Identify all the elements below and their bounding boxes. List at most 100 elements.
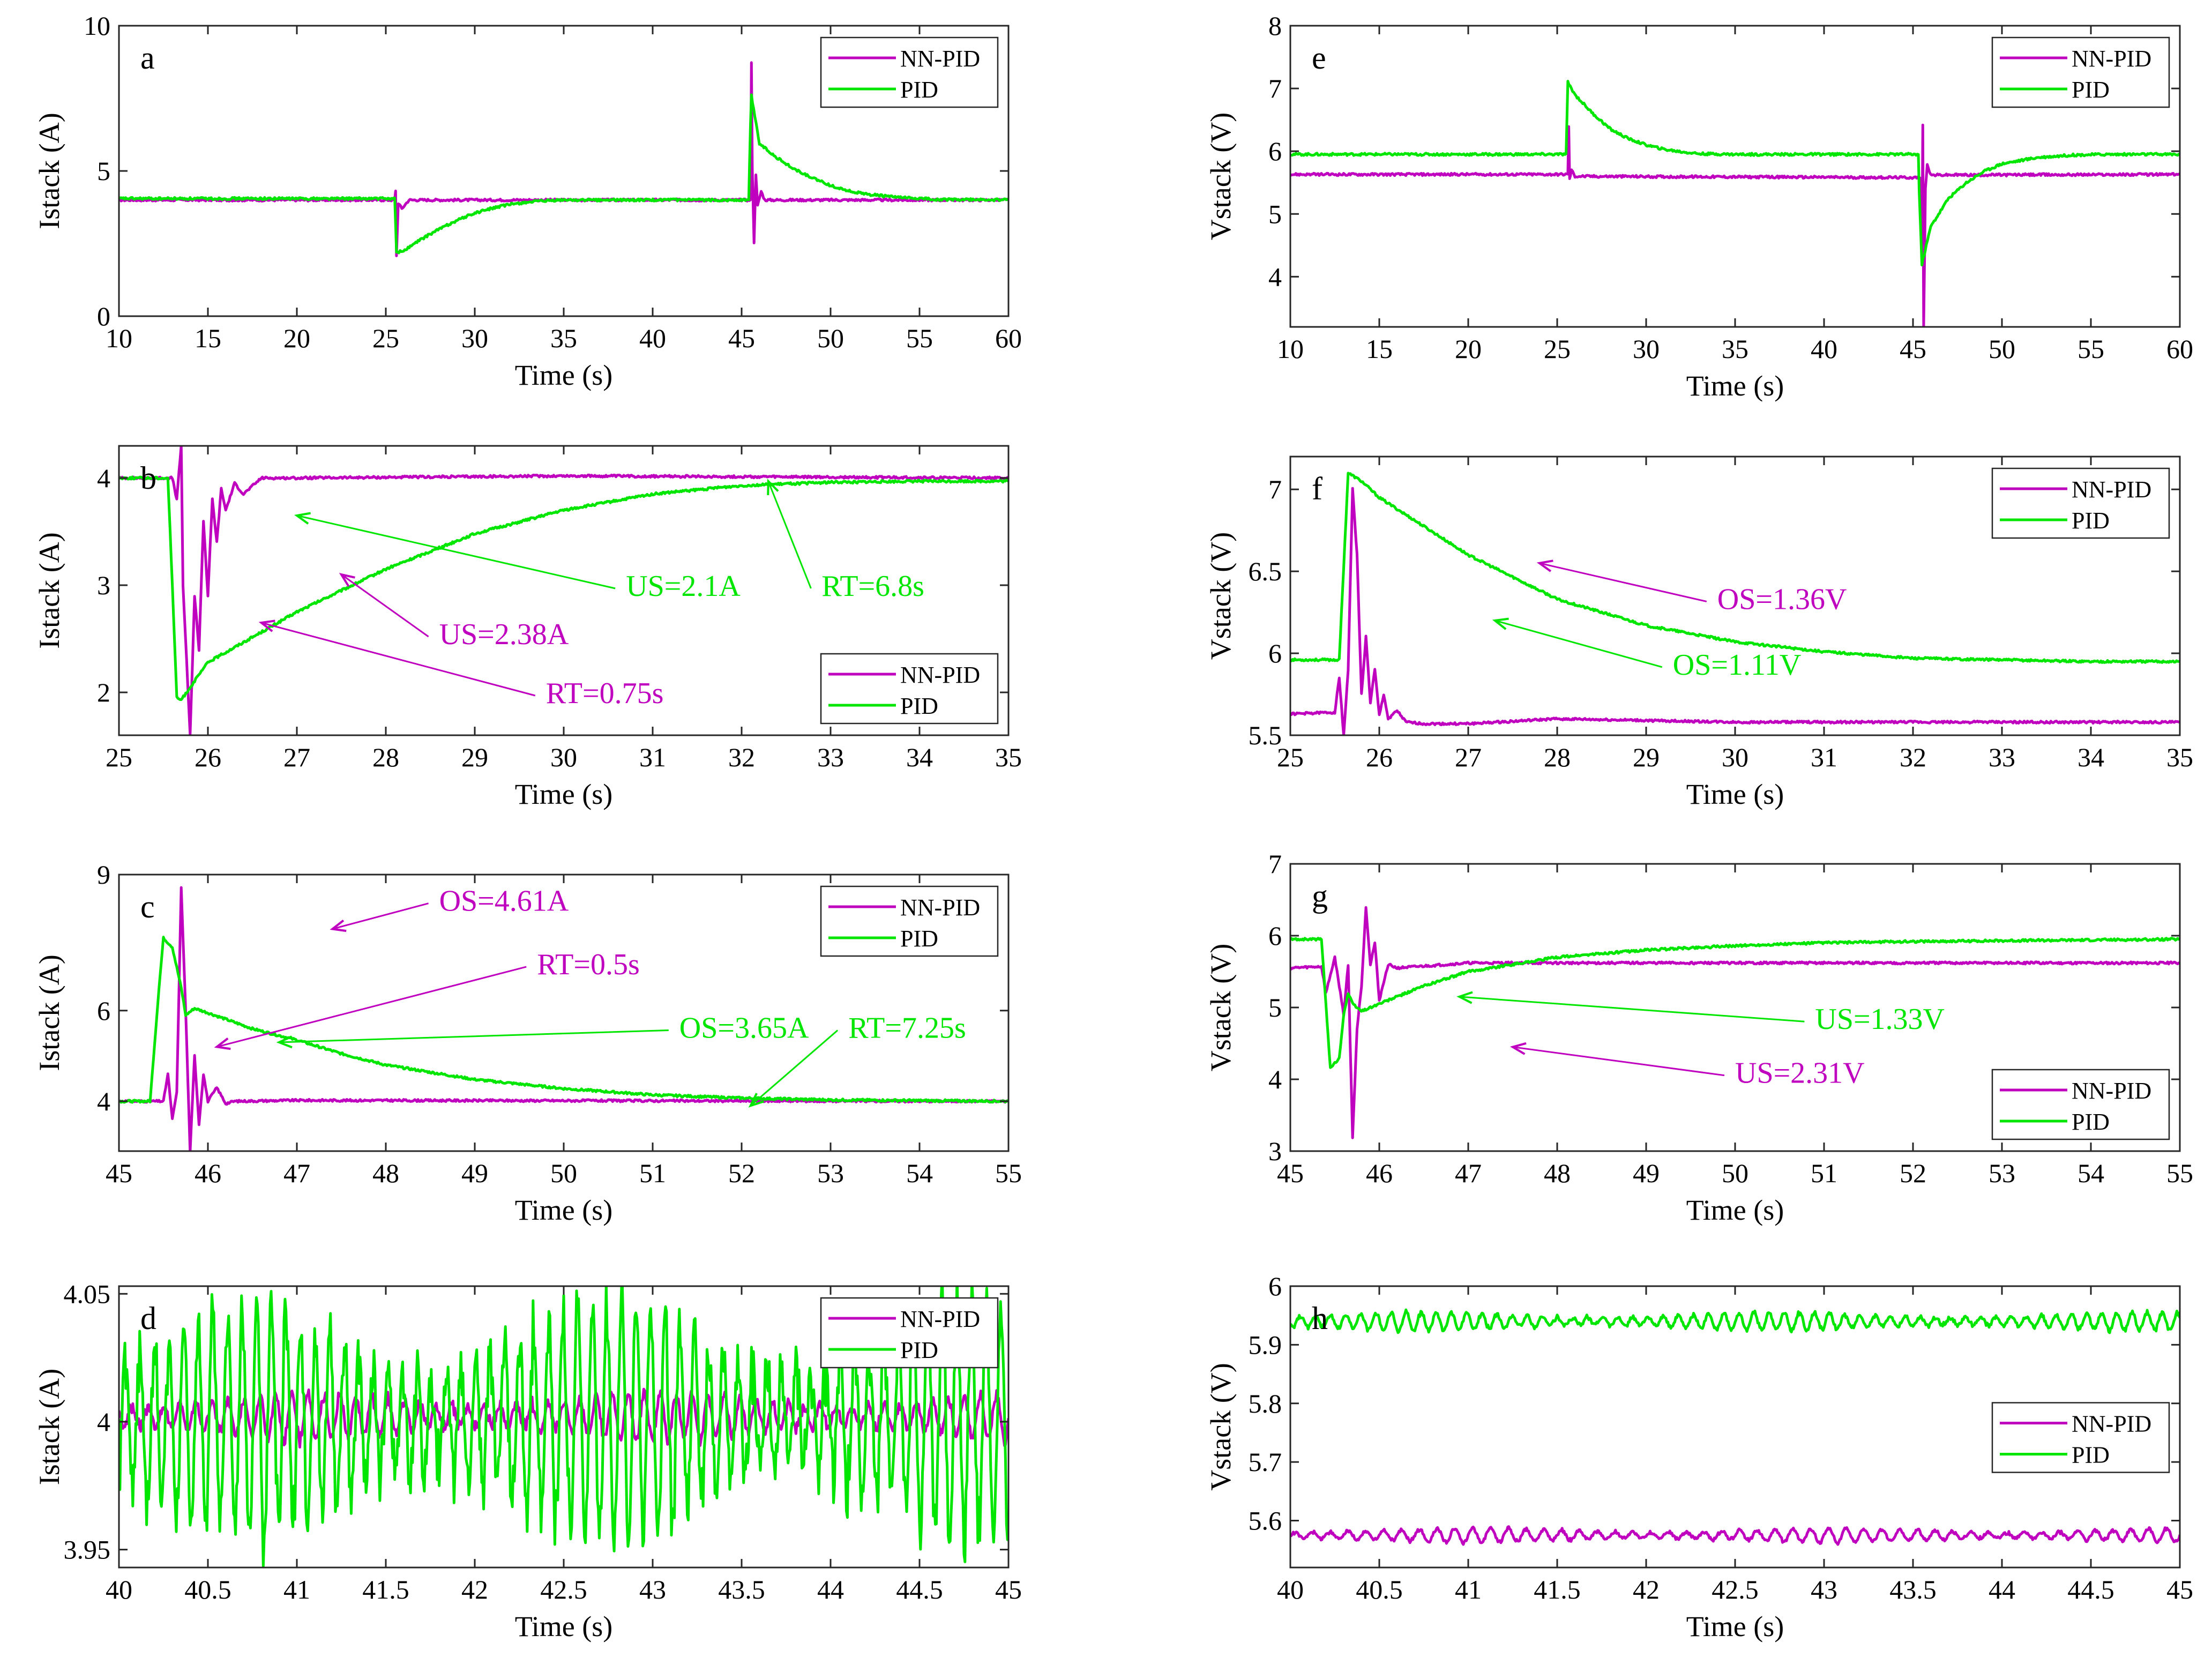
y-tick-label: 6 [97,996,110,1026]
annotation-arrow [279,1029,669,1043]
panel-label: d [140,1301,156,1336]
annotation-arrowhead [258,619,275,632]
x-tick-label: 27 [1455,742,1482,772]
series-line-g-pid [1290,937,2180,1069]
x-tick-label: 15 [195,323,221,353]
legend-entry: NN-PID [2072,1411,2151,1437]
annotation-arrowhead [294,512,311,525]
annotation-label: OS=1.11V [1673,648,1802,682]
legend-entry: NN-PID [900,894,980,921]
y-axis-label: Istack (A) [33,1369,65,1485]
annotation-label: US=2.38A [439,618,569,651]
series-line-a-pid [119,93,1008,255]
series-line-f-nnpid [1290,487,2180,735]
y-axis-label: Istack (A) [33,532,65,648]
series-line-d-pid [119,1286,1008,1568]
annotation-arrowhead [1456,991,1473,1004]
legend-entry: PID [900,1337,938,1363]
legend: NN-PID PID [1991,1402,2170,1473]
y-tick-label: 5.7 [1249,1447,1282,1477]
x-tick-label: 50 [550,1158,577,1188]
x-tick-label: 30 [1633,334,1660,364]
x-axis-label: Time (s) [515,778,613,810]
series-line-h-pid [1290,1308,2180,1334]
x-tick-label: 52 [728,1158,755,1188]
x-tick-label: 47 [1455,1158,1482,1188]
x-tick-label: 60 [995,323,1022,353]
x-tick-label: 43.5 [1889,1574,1937,1604]
legend: NN-PID PID [820,1297,999,1369]
panel-label: f [1312,471,1322,506]
annotation-arrow [1459,996,1805,1022]
x-tick-label: 29 [1633,742,1660,772]
x-tick-label: 26 [1366,742,1393,772]
legend: NN-PID PID [820,653,999,725]
annotation-arrow [261,622,536,697]
x-tick-label: 33 [1989,742,2015,772]
annotation-arrow [332,902,429,930]
x-tick-label: 34 [906,742,933,772]
panel-label: c [140,889,155,924]
x-tick-label: 10 [106,323,132,353]
x-tick-label: 40 [1811,334,1837,364]
x-tick-label: 44 [817,1574,844,1604]
annotation-arrow [1512,1046,1725,1077]
series-line-c-nnpid [119,886,1008,1151]
legend-entry: PID [900,77,938,103]
y-axis-label: Vstack (V) [1205,944,1237,1071]
y-tick-label: 6 [1268,638,1282,668]
y-axis-label: Istack (A) [33,113,65,229]
x-tick-label: 20 [283,323,310,353]
x-tick-label: 42 [461,1574,488,1604]
y-axis-label: Vstack (V) [1205,113,1237,240]
legend-entry: PID [2072,77,2110,103]
annotation-arrow [750,1029,839,1107]
chart-panel-d: 40 40.5 41 41.5 42 42.5 43 43.5 44 44.5 45 3.95 4 4.0… [33,1279,1022,1643]
annotation-arrowhead [214,1037,231,1050]
series-line-c-pid [119,936,1008,1104]
y-tick-label: 4.05 [64,1279,111,1309]
y-tick-label: 2 [97,677,110,707]
y-tick-label: 6 [1268,921,1282,951]
y-tick-label: 6 [1268,1271,1282,1301]
x-tick-label: 20 [1455,334,1482,364]
x-tick-label: 27 [283,742,310,772]
chart-panel-a: 10 15 20 25 30 35 40 45 50 55 60 0 5 10 Time (s) Istack… [33,11,1022,391]
x-axis-label: Time (s) [515,1610,613,1643]
x-tick-label: 46 [1366,1158,1393,1188]
x-axis-label: Time (s) [515,359,613,391]
y-tick-label: 5 [97,156,110,186]
x-tick-label: 40 [639,323,666,353]
x-tick-label: 43 [1811,1574,1837,1604]
x-tick-label: 49 [1633,1158,1660,1188]
x-tick-label: 52 [1900,1158,1926,1188]
annotation-arrow [767,481,812,589]
x-tick-label: 50 [817,323,844,353]
x-tick-label: 41.5 [362,1574,409,1604]
x-tick-label: 54 [2078,1158,2104,1188]
y-tick-label: 9 [97,860,110,890]
x-tick-label: 48 [372,1158,399,1188]
y-tick-label: 7 [1268,474,1282,504]
legend-entry: PID [2072,507,2110,534]
x-axis-label: Time (s) [1686,778,1784,810]
x-axis-label: Time (s) [1686,1610,1784,1643]
x-tick-label: 25 [1277,742,1304,772]
legend-entry: NN-PID [2072,46,2151,72]
x-tick-label: 29 [461,742,488,772]
x-tick-label: 50 [1722,1158,1748,1188]
x-tick-label: 51 [1811,1158,1837,1188]
x-tick-label: 43.5 [718,1574,765,1604]
y-tick-label: 3 [97,570,110,600]
legend-entry: PID [900,925,938,952]
x-axis-label: Time (s) [515,1194,613,1226]
legend-entry: PID [900,693,938,719]
y-tick-label: 5.8 [1249,1389,1282,1419]
x-tick-label: 33 [817,742,844,772]
series-line-e-nnpid [1290,123,2180,327]
x-tick-label: 34 [2078,742,2104,772]
x-tick-label: 30 [1722,742,1748,772]
